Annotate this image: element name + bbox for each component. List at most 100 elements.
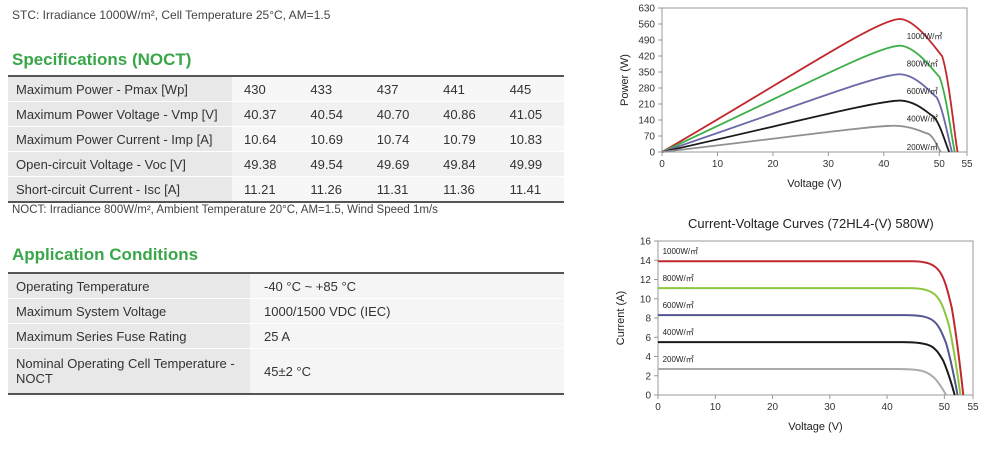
app-table: Operating Temperature -40 °C ~ +85 °C Maxi… [8, 272, 564, 395]
spec-cell: 11.41 [497, 176, 564, 203]
app-row-value: 1000/1500 VDC (IEC) [250, 298, 564, 324]
current-voltage-chart: 0 10 20 30 40 50 55 0 2 4 6 8 10 12 14 16 Voltage (V) Cur… [615, 237, 979, 434]
app-row: Nominal Operating Cell Temperature - NOC… [8, 348, 564, 395]
y-tick-label: 12 [640, 275, 652, 286]
x-tick-label: 10 [710, 402, 722, 413]
x-axis-label: Voltage (V) [788, 421, 842, 433]
spec-cell: 10.64 [232, 126, 299, 152]
y-tick-label: 14 [640, 256, 652, 267]
app-row: Maximum Series Fuse Rating 25 A [8, 323, 564, 349]
y-tick-label: 210 [638, 100, 655, 111]
x-tick-label: 10 [712, 159, 724, 170]
spec-cell: 40.70 [364, 101, 432, 127]
current-curve [658, 341, 956, 396]
x-tick-label: 30 [823, 159, 835, 170]
series-label: 600W/㎡ [907, 87, 938, 96]
spec-cell: 11.21 [232, 176, 299, 203]
series-label: 600W/㎡ [663, 301, 694, 310]
y-tick-label: 4 [645, 352, 651, 363]
spec-title: Specifications (NOCT) [12, 50, 192, 69]
y-tick-label: 6 [645, 333, 651, 344]
spec-table: Maximum Power - Pmax [Wp] 430 433 437 441 445… [8, 75, 564, 203]
y-tick-label: 560 [638, 20, 655, 31]
series-label: 1000W/㎡ [907, 32, 943, 41]
x-tick-label: 40 [878, 159, 890, 170]
series-label: 400W/㎡ [907, 114, 938, 123]
x-tick-label: 0 [659, 159, 665, 170]
spec-row: Open-circuit Voltage - Voc [V] 49.38 49.54… [8, 151, 564, 177]
y-axis-label: Current (A) [615, 291, 627, 345]
spec-cell: 49.99 [497, 151, 564, 177]
spec-row-label: Maximum Power - Pmax [Wp] [8, 76, 232, 102]
current-curve [658, 260, 965, 396]
y-tick-label: 70 [644, 132, 656, 143]
iv-chart-title: Current-Voltage Curves (72HL4-(V) 580W) [688, 216, 934, 231]
spec-row-label: Open-circuit Voltage - Voc [V] [8, 151, 232, 177]
y-tick-label: 490 [638, 36, 655, 47]
current-curve [658, 314, 959, 396]
spec-cell: 49.69 [364, 151, 432, 177]
x-tick-label: 40 [882, 402, 894, 413]
power-curve [661, 99, 951, 153]
spec-cell: 11.26 [298, 176, 365, 203]
x-tick-label: 20 [767, 402, 779, 413]
x-tick-label: 0 [655, 402, 661, 413]
y-tick-label: 0 [645, 391, 651, 402]
spec-cell: 49.38 [232, 151, 299, 177]
spec-row: Maximum Power Current - Imp [A] 10.64 10.6… [8, 126, 564, 152]
series-label: 200W/㎡ [907, 143, 938, 152]
spec-cell: 40.54 [298, 101, 365, 127]
spec-row-label: Short-circuit Current - Isc [A] [8, 176, 232, 203]
x-tick-label: 55 [961, 159, 973, 170]
series-label: 800W/㎡ [663, 274, 694, 283]
spec-cell: 430 [232, 76, 299, 102]
spec-cell: 437 [364, 76, 432, 102]
spec-cell: 41.05 [497, 101, 564, 127]
app-title: Application Conditions [12, 245, 199, 264]
spec-cell: 10.79 [431, 126, 498, 152]
series-label: 400W/㎡ [663, 328, 694, 337]
x-tick-label: 50 [934, 159, 946, 170]
series-label: 1000W/㎡ [663, 247, 699, 256]
spec-cell: 11.36 [431, 176, 498, 203]
plot-frame [661, 7, 968, 153]
app-row: Operating Temperature -40 °C ~ +85 °C [8, 273, 564, 299]
app-row-label: Maximum Series Fuse Rating [8, 323, 250, 349]
y-tick-label: 280 [638, 84, 655, 95]
app-row-value: 45±2 °C [250, 348, 564, 395]
spec-row: Short-circuit Current - Isc [A] 11.21 11.2… [8, 176, 564, 203]
power-curve [661, 124, 942, 153]
y-tick-label: 350 [638, 68, 655, 79]
spec-cell: 49.54 [298, 151, 365, 177]
spec-cell: 49.84 [431, 151, 498, 177]
spec-cell: 441 [431, 76, 498, 102]
app-row-label: Nominal Operating Cell Temperature - NOC… [8, 348, 250, 395]
power-curve [661, 73, 953, 153]
y-tick-label: 8 [645, 314, 651, 325]
y-tick-label: 16 [640, 237, 652, 248]
y-tick-label: 10 [640, 294, 652, 305]
spec-cell: 10.74 [364, 126, 432, 152]
x-tick-label: 30 [824, 402, 836, 413]
y-tick-label: 2 [645, 371, 651, 382]
app-row: Maximum System Voltage 1000/1500 VDC (IEC… [8, 298, 564, 324]
series-label: 200W/㎡ [663, 355, 694, 364]
spec-cell: 433 [298, 76, 365, 102]
spec-row-label: Maximum Power Current - Imp [A] [8, 126, 232, 152]
power-curve [661, 18, 959, 153]
series-label: 800W/㎡ [907, 60, 938, 69]
y-tick-label: 630 [638, 4, 655, 15]
y-tick-label: 0 [649, 148, 655, 159]
spec-cell: 445 [497, 76, 564, 102]
app-row-label: Maximum System Voltage [8, 298, 250, 324]
current-curve [658, 368, 947, 396]
x-tick-label: 20 [767, 159, 779, 170]
power-voltage-chart: 0 10 20 30 40 50 55 0 70 140 210 280 350 420 490 560 630… [619, 4, 973, 191]
app-row-label: Operating Temperature [8, 273, 250, 299]
spec-cell: 11.31 [364, 176, 432, 203]
x-axis-label: Voltage (V) [787, 178, 841, 190]
stc-note: STC: Irradiance 1000W/m², Cell Temperatu… [12, 8, 331, 22]
y-tick-label: 420 [638, 52, 655, 63]
app-row-value: 25 A [250, 323, 564, 349]
x-tick-label: 50 [939, 402, 951, 413]
